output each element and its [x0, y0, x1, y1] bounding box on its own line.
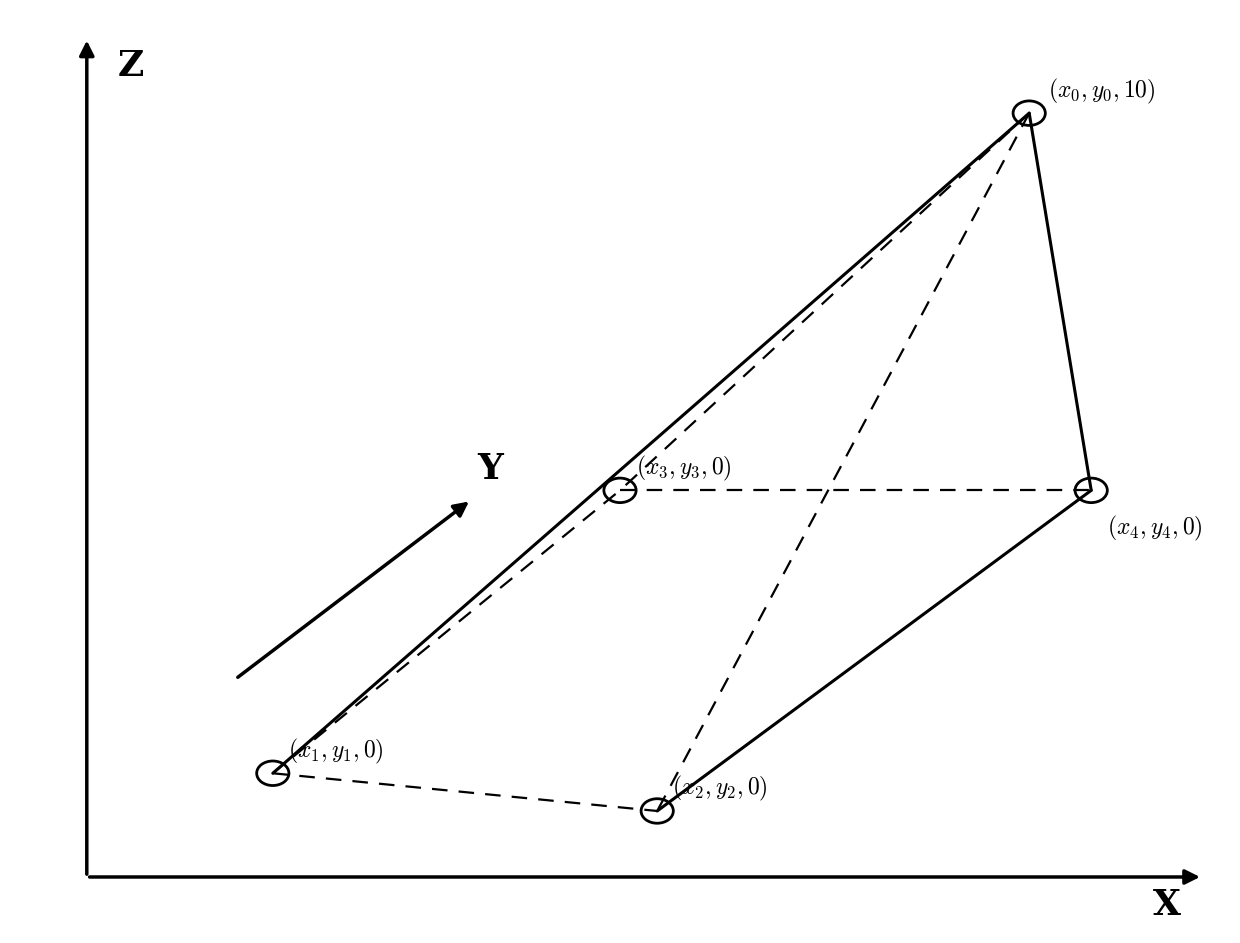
Text: Z: Z	[118, 49, 144, 83]
Text: $(x_3,y_3,0)$: $(x_3,y_3,0)$	[636, 454, 732, 483]
Text: Y: Y	[477, 452, 503, 486]
Text: $(x_4,y_4,0)$: $(x_4,y_4,0)$	[1107, 514, 1203, 543]
Text: $(x_2,y_2,0)$: $(x_2,y_2,0)$	[672, 774, 768, 803]
Text: $(x_0,y_0,10)$: $(x_0,y_0,10)$	[1048, 76, 1156, 106]
Text: X: X	[1153, 888, 1182, 922]
Text: $(x_1,y_1,0)$: $(x_1,y_1,0)$	[288, 736, 383, 766]
